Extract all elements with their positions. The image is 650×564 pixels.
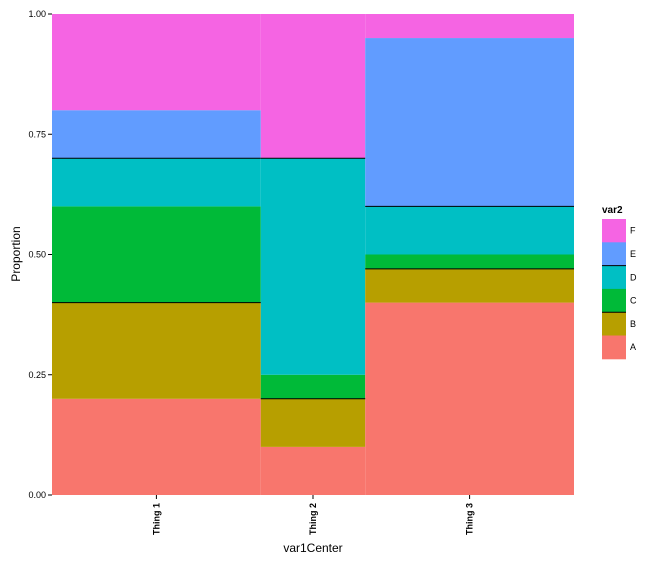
bar-segment-thing-3-a bbox=[365, 302, 574, 495]
legend-label-c: C bbox=[630, 296, 637, 306]
x-tick-label: Thing 1 bbox=[151, 503, 161, 535]
bar-segment-thing-3-c bbox=[365, 254, 574, 269]
y-axis: 0.00 0.25 0.50 0.75 1.00 bbox=[28, 9, 52, 500]
bar-segment-thing-3-b bbox=[365, 268, 574, 303]
bar-segment-thing-3-f bbox=[365, 14, 574, 39]
bar-segment-thing-1-b bbox=[52, 302, 261, 399]
bar-segment-thing-2-a bbox=[260, 446, 366, 495]
legend-label-f: F bbox=[630, 226, 636, 236]
legend-key-d bbox=[602, 265, 626, 290]
bar-segment-thing-3-e bbox=[365, 38, 574, 207]
bar-segment-thing-2-b bbox=[260, 398, 366, 447]
y-tick-label: 0.00 bbox=[28, 490, 46, 500]
legend-label-b: B bbox=[630, 319, 636, 329]
legend-key-f bbox=[602, 219, 626, 243]
segment-borders bbox=[52, 157, 574, 400]
bar-segment-thing-2-d bbox=[260, 158, 366, 375]
bar-segment-thing-1-f bbox=[52, 14, 261, 111]
x-tick-label: Thing 3 bbox=[465, 503, 475, 535]
x-tick-label: Thing 2 bbox=[308, 503, 318, 535]
y-tick-label: 1.00 bbox=[28, 9, 46, 19]
bar-segment-thing-2-f bbox=[260, 14, 366, 159]
bar-segment-thing-1-c bbox=[52, 206, 261, 303]
legend-label-d: D bbox=[630, 272, 637, 282]
legend-label-a: A bbox=[630, 342, 636, 352]
bar-segment-thing-1-e bbox=[52, 110, 261, 159]
legend: var2 F E D C B A bbox=[602, 205, 637, 360]
legend-label-e: E bbox=[630, 249, 636, 259]
y-tick-label: 0.25 bbox=[28, 370, 46, 380]
legend-key-e bbox=[602, 242, 626, 267]
legend-key-c bbox=[602, 288, 626, 313]
legend-title: var2 bbox=[602, 205, 623, 216]
bar-segment-thing-3-d bbox=[365, 206, 574, 255]
x-axis-title: var1Center bbox=[283, 541, 342, 555]
legend-key-a bbox=[602, 335, 626, 360]
y-axis-title: Proportion bbox=[9, 226, 23, 281]
plot-bars bbox=[52, 14, 574, 495]
legend-key-b bbox=[602, 312, 626, 336]
y-tick-label: 0.75 bbox=[28, 129, 46, 139]
bar-segment-thing-2-c bbox=[260, 374, 366, 399]
y-tick-label: 0.50 bbox=[28, 250, 46, 260]
x-axis: Thing 1 Thing 2 Thing 3 bbox=[151, 495, 475, 535]
bar-segment-thing-1-d bbox=[52, 158, 261, 207]
bar-segment-thing-1-a bbox=[52, 398, 261, 495]
